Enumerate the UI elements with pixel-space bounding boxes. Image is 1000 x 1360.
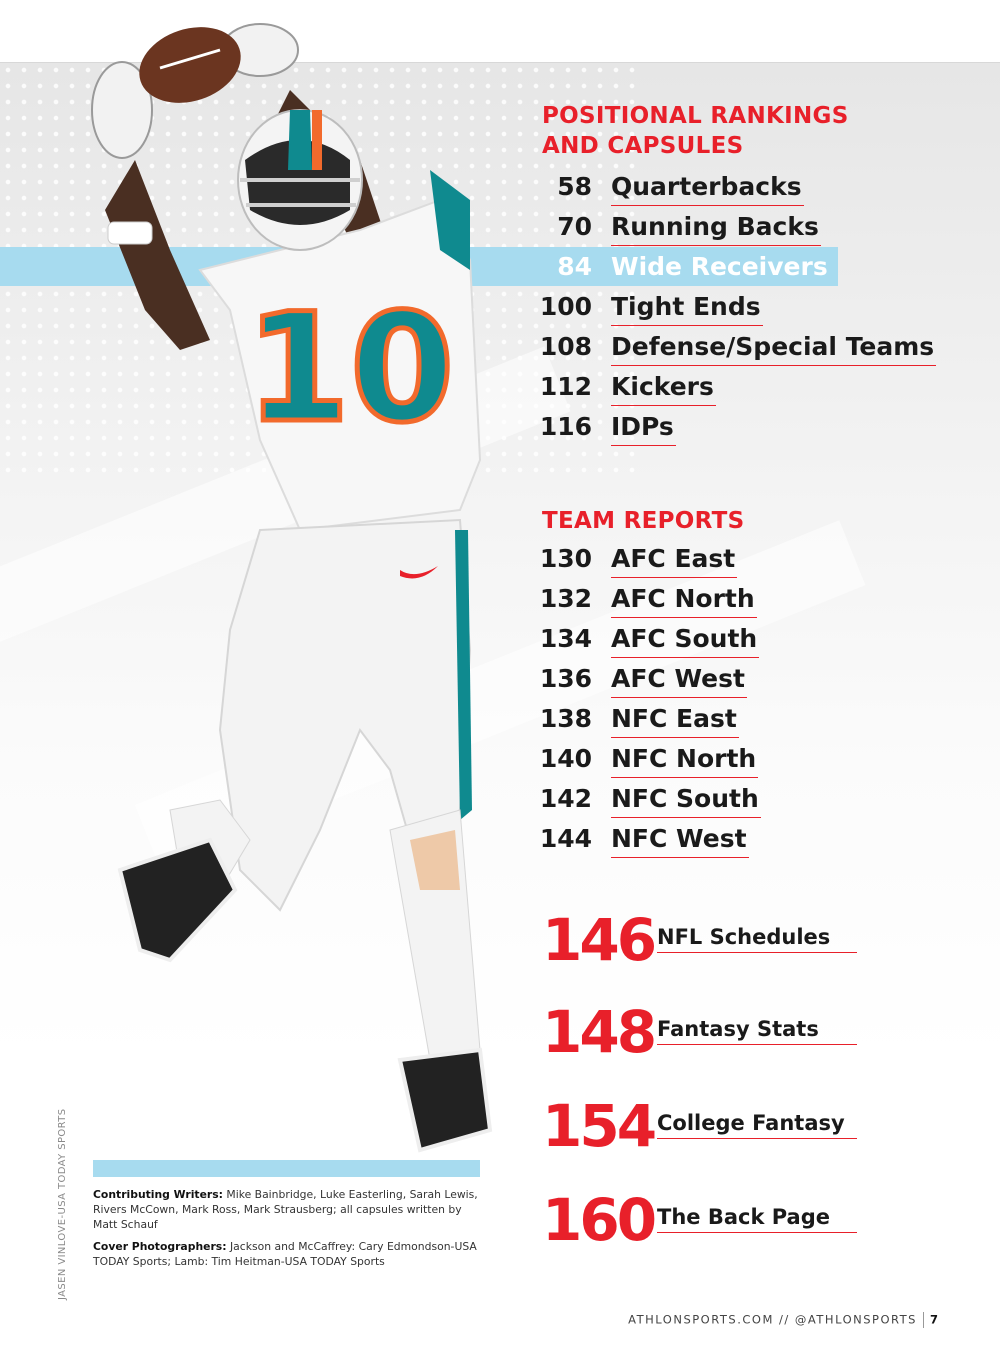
toc-page-number: 108 (539, 332, 592, 361)
toc-feature-nfl-schedules[interactable]: 146 NFL Schedules (542, 908, 862, 978)
photo-credit: JASEN VINLOVE-USA TODAY SPORTS (57, 1108, 68, 1300)
toc-feature-page-number: 154 (542, 1092, 657, 1160)
toc-feature-fantasy-stats[interactable]: 148 Fantasy Stats (542, 1000, 862, 1070)
page-footer: ATHLONSPORTS.COM // @ATHLONSPORTS 7 (628, 1312, 938, 1328)
toc-label: Defense/Special Teams (611, 329, 937, 366)
toc-feature-page-number: 160 (542, 1186, 657, 1254)
toc-label: AFC North (611, 581, 757, 618)
player-photo: 10 (91, 23, 493, 1153)
toc-label: NFC East (611, 701, 739, 738)
toc-label: NFC South (611, 781, 761, 818)
toc-page-number: 70 (557, 212, 592, 241)
caption-bar (93, 1160, 480, 1177)
toc-label: NFC North (611, 741, 759, 778)
toc-page-number: 130 (539, 544, 592, 573)
contributing-writers: Contributing Writers: Mike Bainbridge, L… (93, 1188, 478, 1231)
toc-label: NFC West (611, 821, 749, 858)
footer-site: ATHLONSPORTS.COM // @ATHLONSPORTS (628, 1312, 917, 1327)
toc-feature-back-page[interactable]: 160 The Back Page (542, 1188, 862, 1258)
toc-page-number: 100 (539, 292, 592, 321)
section-title-positional: POSITIONAL RANKINGS AND CAPSULES (542, 103, 849, 159)
toc-page-number: 84 (557, 252, 592, 281)
section-title-team-reports: TEAM REPORTS (542, 508, 745, 534)
toc-feature-label: College Fantasy (657, 1108, 857, 1139)
toc-feature-page-number: 146 (542, 906, 657, 974)
toc-label: AFC West (611, 661, 747, 698)
toc-label: Kickers (611, 369, 716, 406)
toc-page-number: 140 (539, 744, 592, 773)
page-number: 7 (929, 1312, 938, 1327)
toc-feature-label: Fantasy Stats (657, 1014, 857, 1045)
toc-label: Tight Ends (611, 289, 763, 326)
toc-label: AFC South (611, 621, 760, 658)
toc-feature-page-number: 148 (542, 998, 657, 1066)
toc-label: Running Backs (611, 209, 821, 246)
footer-divider (922, 1312, 924, 1328)
toc-feature-college-fantasy[interactable]: 154 College Fantasy (542, 1094, 862, 1164)
jersey-number: 10 (246, 282, 455, 456)
cover-photographers: Cover Photographers: Jackson and McCaffr… (93, 1240, 477, 1268)
toc-page-number: 116 (539, 412, 592, 441)
toc-page-number: 134 (539, 624, 592, 653)
toc-page-number: 132 (539, 584, 592, 613)
toc-feature-label: NFL Schedules (657, 922, 857, 953)
toc-label: AFC East (611, 541, 738, 578)
toc-label: Wide Receivers (611, 252, 828, 281)
toc-page-number: 112 (539, 372, 592, 401)
toc-page-number: 142 (539, 784, 592, 813)
toc-label: IDPs (611, 409, 676, 446)
top-rule (0, 62, 1000, 63)
toc-label: Quarterbacks (611, 169, 804, 206)
toc-feature-label: The Back Page (657, 1202, 857, 1233)
toc-page-number: 138 (539, 704, 592, 733)
toc-page-number: 136 (539, 664, 592, 693)
credits-block: Contributing Writers: Mike Bainbridge, L… (93, 1187, 488, 1276)
toc-page-number: 144 (539, 824, 592, 853)
toc-page-number: 58 (557, 172, 592, 201)
